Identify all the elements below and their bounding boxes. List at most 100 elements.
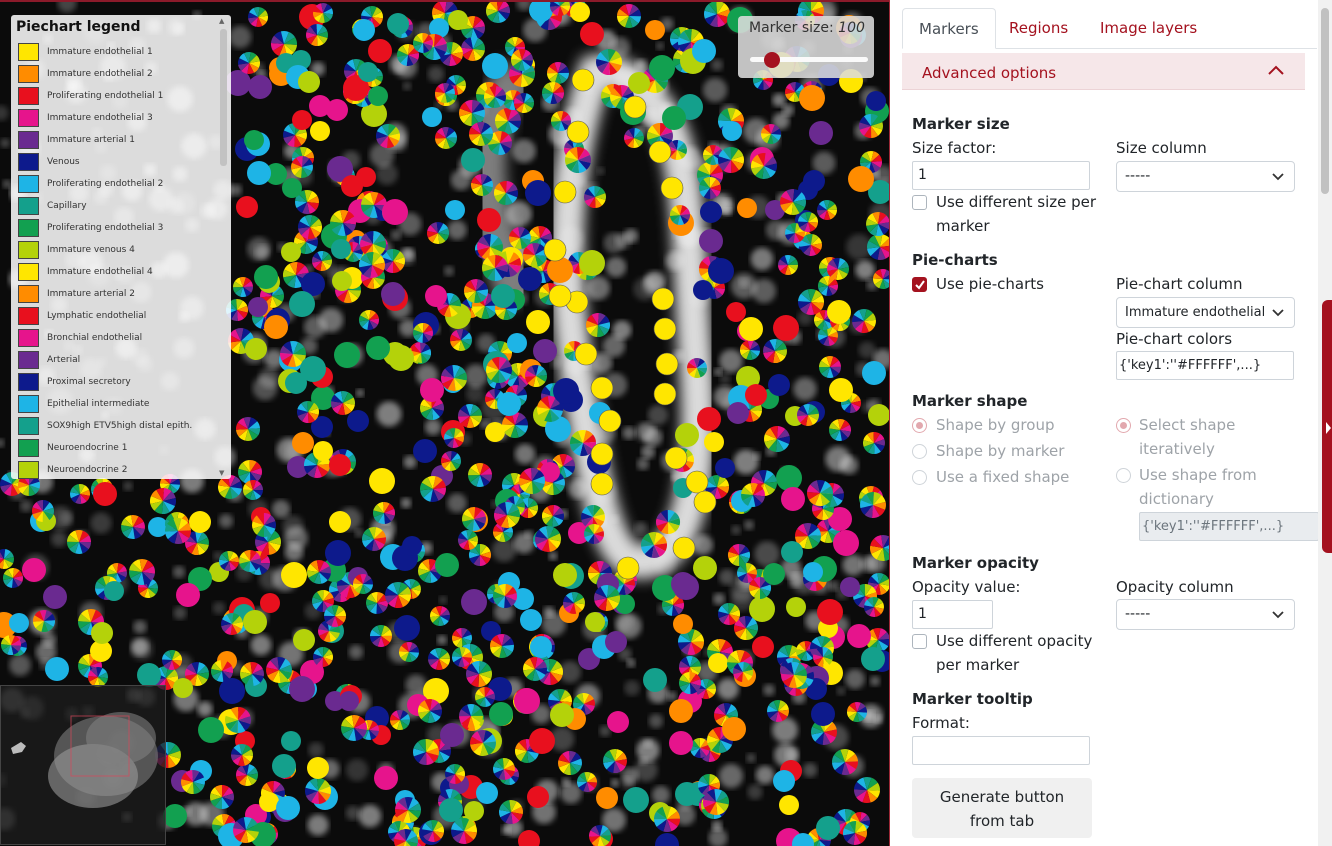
image-viewer[interactable]: Piechart legend Immature endothelial 1 Im… bbox=[0, 0, 889, 846]
tooltip-format-label: Format: bbox=[912, 714, 970, 732]
pie-marker bbox=[475, 686, 495, 708]
pie-marker bbox=[413, 439, 437, 463]
panel-scroll-thumb[interactable] bbox=[1321, 8, 1329, 194]
use-pie-charts-checkbox[interactable] bbox=[912, 277, 927, 292]
pie-marker bbox=[526, 310, 550, 334]
pie-marker bbox=[699, 229, 723, 253]
pie-marker bbox=[799, 85, 825, 111]
tab-image-layers[interactable]: Image layers bbox=[1100, 19, 1198, 37]
pie-marker bbox=[550, 111, 572, 131]
tab-regions[interactable]: Regions bbox=[1009, 19, 1069, 37]
tab-markers[interactable]: Markers bbox=[902, 8, 996, 49]
pie-marker bbox=[366, 591, 388, 615]
pie-marker bbox=[451, 818, 477, 844]
different-opacity-checkbox[interactable] bbox=[912, 634, 927, 649]
pie-marker bbox=[413, 322, 433, 344]
shape-dictionary-radio[interactable] bbox=[1116, 468, 1131, 483]
marker-size-slider[interactable] bbox=[764, 52, 780, 68]
pie-marker bbox=[655, 833, 679, 846]
pie-marker bbox=[584, 523, 604, 545]
pie-marker bbox=[467, 463, 493, 487]
fixed-shape-radio[interactable] bbox=[912, 470, 927, 485]
shape-iteratively-radio[interactable] bbox=[1116, 418, 1131, 433]
pie-marker bbox=[570, 2, 590, 22]
pie-marker bbox=[420, 378, 444, 402]
scroll-down-icon[interactable]: ▼ bbox=[219, 469, 225, 477]
panel-collapse-handle[interactable] bbox=[1322, 300, 1332, 553]
legend-label: Immature venous 4 bbox=[47, 245, 135, 255]
pie-marker bbox=[339, 691, 359, 711]
shape-dictionary-input[interactable]: {'key1':''#FFFFFF',...} bbox=[1139, 512, 1319, 541]
navigator-minimap[interactable] bbox=[0, 685, 166, 845]
pie-marker bbox=[579, 250, 605, 276]
pie-marker bbox=[717, 146, 745, 174]
legend-item: Capillary bbox=[11, 195, 219, 217]
pie-marker bbox=[332, 271, 352, 291]
pie-marker bbox=[358, 62, 378, 82]
legend-swatch bbox=[18, 153, 39, 171]
pie-marker bbox=[616, 556, 640, 580]
pie-marker bbox=[265, 163, 287, 185]
legend-swatch bbox=[18, 219, 39, 237]
pie-marker bbox=[9, 613, 29, 633]
pie-marker bbox=[394, 615, 420, 641]
opacity-value-input[interactable]: 1 bbox=[912, 600, 993, 629]
marker-size-track[interactable] bbox=[750, 57, 868, 62]
pie-marker bbox=[440, 450, 462, 472]
generate-button-from-tab[interactable]: Generate button from tab bbox=[912, 778, 1092, 838]
use-pie-charts-label: Use pie-charts bbox=[936, 275, 1044, 293]
pie-marker bbox=[309, 95, 331, 117]
legend-scroll-thumb[interactable] bbox=[220, 29, 227, 166]
pie-marker bbox=[389, 709, 411, 731]
pie-marker bbox=[70, 484, 90, 504]
legend-item: Lymphatic endothelial bbox=[11, 305, 219, 327]
advanced-options-label: Advanced options bbox=[922, 64, 1057, 82]
pie-marker bbox=[547, 257, 573, 283]
piechart-legend[interactable]: Piechart legend Immature endothelial 1 Im… bbox=[11, 15, 231, 479]
different-size-label: Use different size per bbox=[936, 193, 1097, 211]
shape-by-marker-radio[interactable] bbox=[912, 444, 927, 459]
marker-size-label: Marker size: 100 bbox=[749, 20, 865, 36]
pie-marker bbox=[492, 758, 516, 780]
pie-marker bbox=[499, 799, 523, 825]
pie-marker bbox=[566, 120, 590, 144]
pie-marker bbox=[90, 640, 112, 662]
pie-marker bbox=[452, 627, 472, 649]
pie-marker bbox=[817, 275, 839, 297]
legend-scrollbar[interactable]: ▲ ▼ bbox=[217, 17, 229, 477]
shape-by-group-radio[interactable] bbox=[912, 418, 927, 433]
chevron-down-icon bbox=[1272, 611, 1284, 619]
pie-marker bbox=[352, 573, 374, 595]
pie-marker bbox=[311, 416, 333, 438]
scroll-up-icon[interactable]: ▲ bbox=[219, 17, 225, 25]
pie-marker bbox=[692, 39, 716, 63]
size-factor-input[interactable]: 1 bbox=[912, 161, 1090, 190]
pie-marker bbox=[402, 536, 422, 556]
advanced-options-toggle[interactable]: Advanced options bbox=[902, 53, 1305, 90]
settings-panel: Markers Regions Image layers Advanced op… bbox=[889, 0, 1332, 846]
opacity-column-select[interactable]: ----- bbox=[1116, 599, 1295, 630]
different-size-checkbox[interactable] bbox=[912, 195, 927, 210]
pie-marker bbox=[543, 238, 567, 262]
legend-swatch bbox=[18, 417, 39, 435]
tissue-image-canvas[interactable] bbox=[0, 2, 889, 846]
pie-marker bbox=[494, 108, 522, 134]
pie-marker bbox=[325, 540, 351, 566]
legend-title: Piechart legend bbox=[16, 19, 141, 35]
pie-marker bbox=[594, 585, 620, 611]
pie-marker bbox=[513, 93, 535, 113]
pie-marker bbox=[541, 504, 565, 528]
pie-marker bbox=[534, 525, 562, 553]
pie-marker bbox=[242, 480, 264, 500]
tooltip-format-input[interactable] bbox=[912, 736, 1090, 765]
pie-marker bbox=[686, 358, 708, 378]
pie-chart-column-select[interactable]: Immature endothelial bbox=[1116, 297, 1295, 328]
pie-chart-colors-input[interactable]: {'key1':''#FFFFFF',...} bbox=[1116, 351, 1294, 380]
pie-marker bbox=[292, 432, 314, 454]
pie-marker bbox=[358, 309, 380, 331]
pie-marker bbox=[235, 417, 261, 441]
pie-marker bbox=[672, 536, 696, 560]
pie-marker bbox=[440, 364, 468, 392]
size-column-select[interactable]: ----- bbox=[1116, 161, 1295, 192]
pie-marker bbox=[435, 553, 459, 577]
